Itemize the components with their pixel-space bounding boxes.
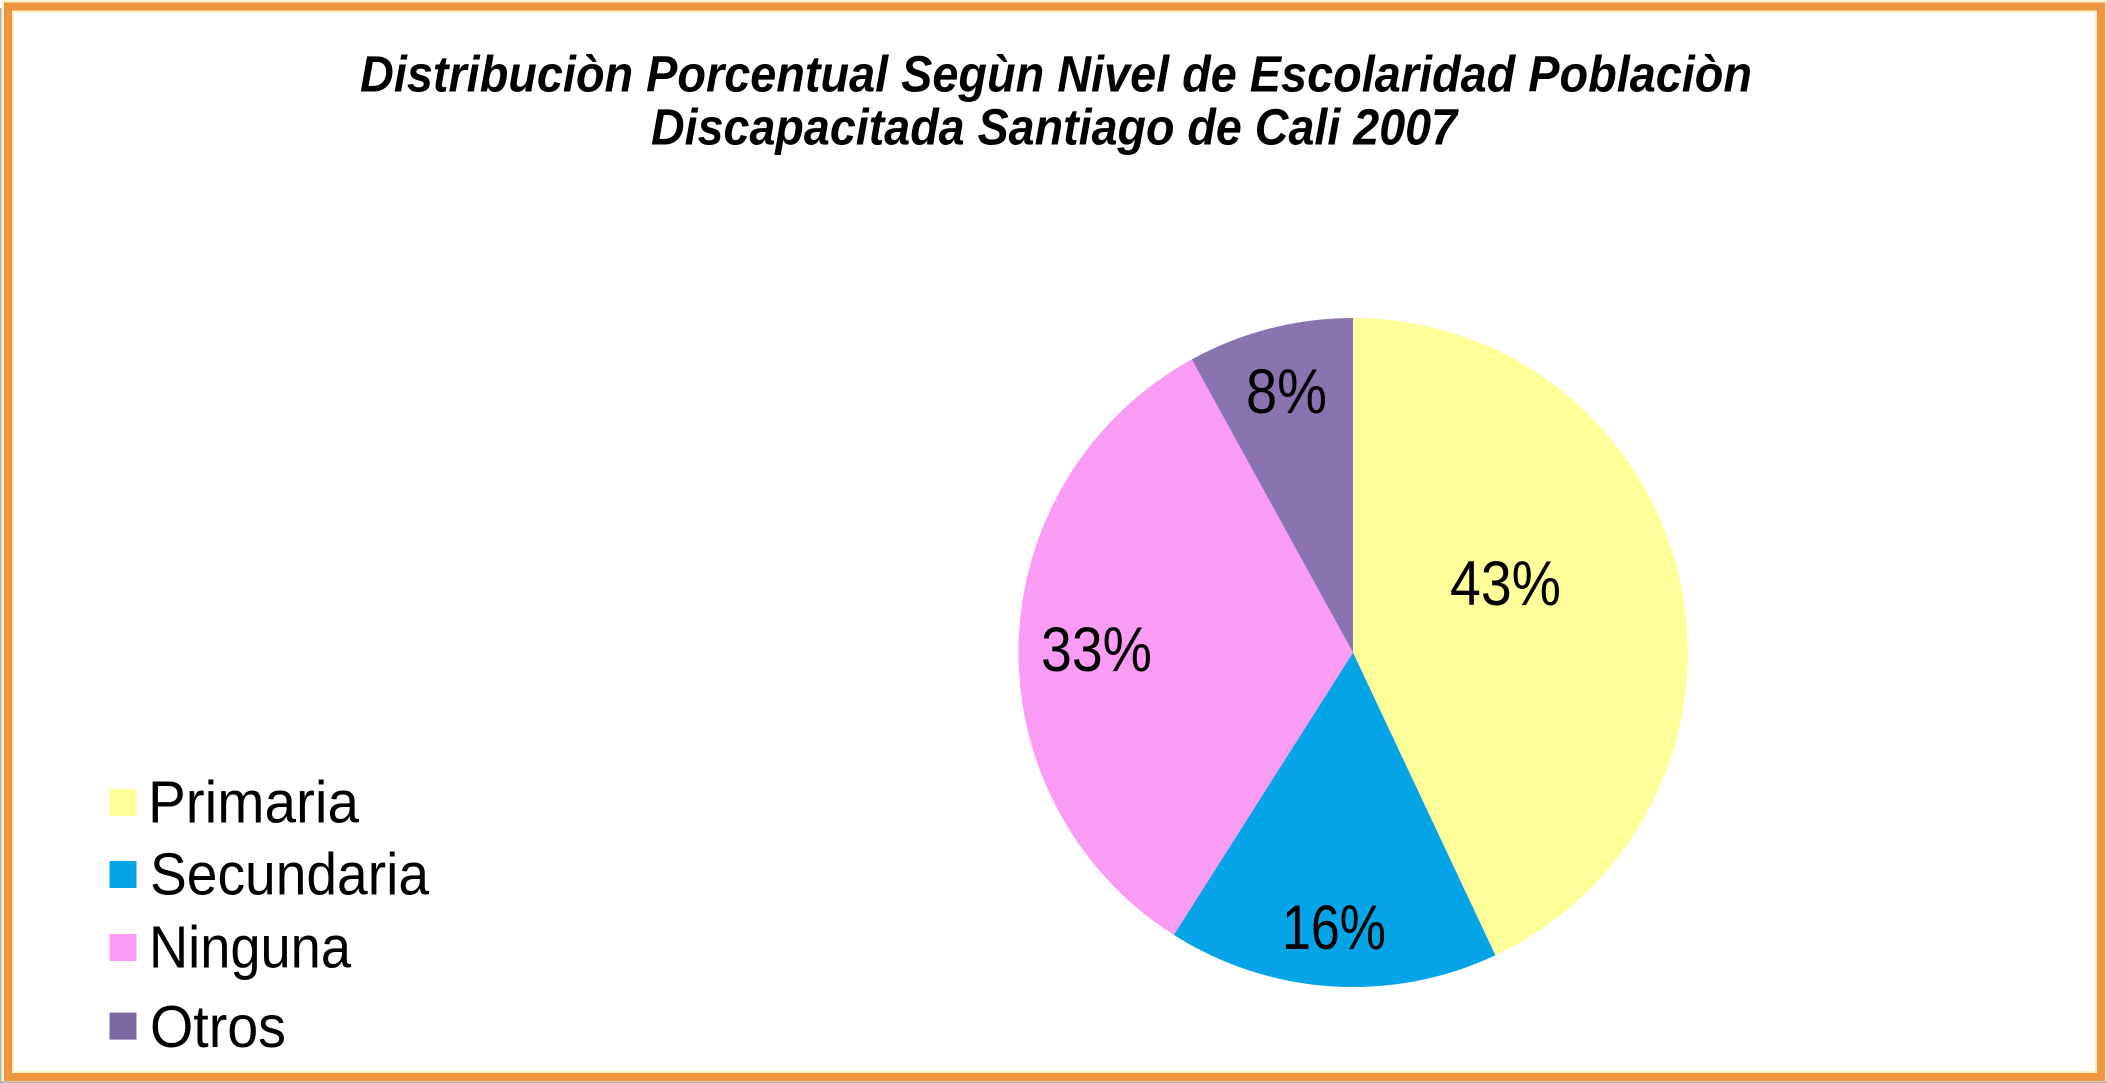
svg-text:33%: 33% <box>1041 615 1152 685</box>
svg-text:8%: 8% <box>1246 357 1327 427</box>
svg-text:Ninguna: Ninguna <box>149 914 352 981</box>
svg-text:Otros: Otros <box>150 993 286 1060</box>
svg-text:43%: 43% <box>1450 549 1561 619</box>
svg-text:16%: 16% <box>1282 893 1386 963</box>
svg-text:Primaria: Primaria <box>148 769 360 836</box>
svg-text:Secundaria: Secundaria <box>150 841 430 908</box>
svg-text:Distribuciòn Porcentual Segùn: Distribuciòn Porcentual Segùn Nivel de E… <box>360 46 1752 103</box>
svg-text:Discapacitada Santiago de Cali: Discapacitada Santiago de Cali 2007 <box>651 99 1459 156</box>
